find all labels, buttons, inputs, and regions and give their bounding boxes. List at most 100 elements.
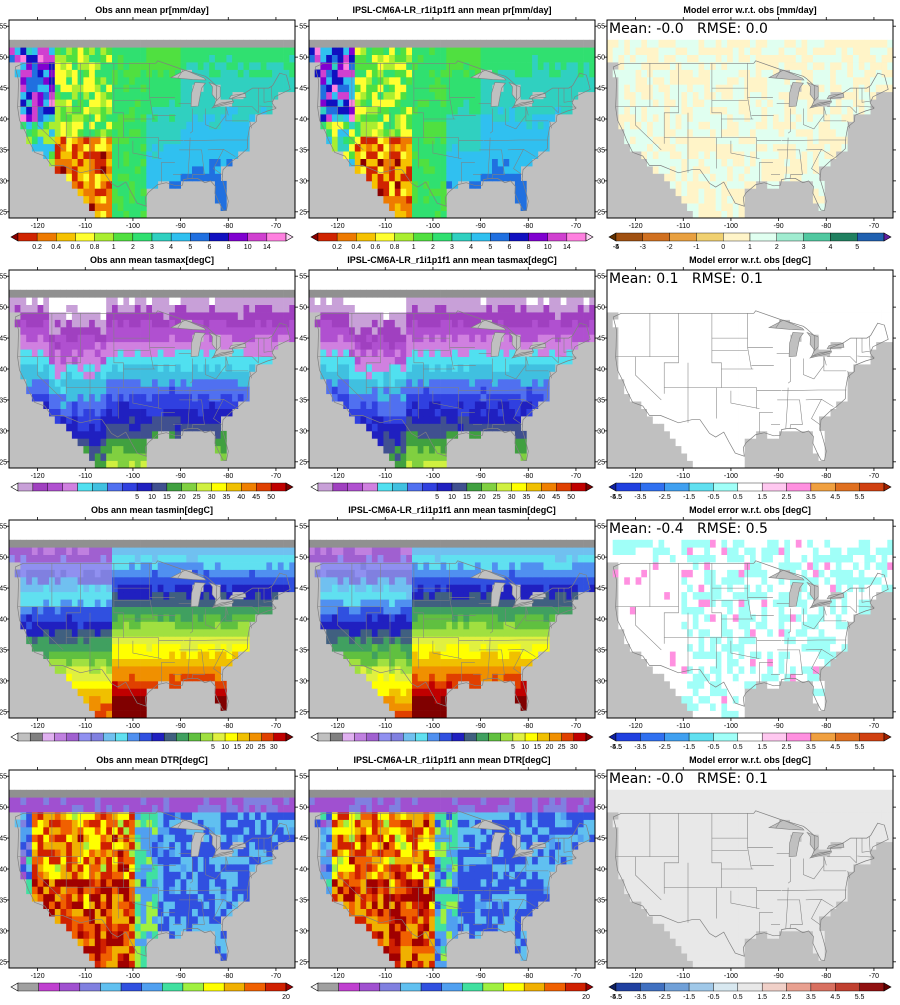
colorbar-label: 2.5	[782, 494, 792, 501]
colorbar-swatch	[407, 483, 422, 491]
panel-title: Obs ann mean pr[mm/day]	[7, 5, 297, 15]
colorbar-max-arrow	[884, 733, 891, 741]
y-tick-label: 40	[299, 367, 307, 374]
x-tick-label: -100	[724, 723, 738, 730]
x-tick-label: -90	[476, 973, 486, 980]
colorbar-label: 30	[270, 744, 278, 751]
colorbar-DTR-1: 20	[11, 983, 293, 1000]
error-stats-label: Mean: -0.0 RMSE: 0.0	[609, 21, 768, 37]
x-tick-label: -80	[223, 223, 233, 230]
x-tick-label: -110	[379, 973, 393, 980]
y-tick-label: 45	[299, 336, 307, 343]
colorbar-swatch	[164, 733, 176, 741]
colorbar-swatch	[665, 733, 689, 741]
panel-title: IPSL-CM6A-LR_r1i1p1f1 ann mean DTR[degC]	[307, 755, 597, 765]
colorbar-label: 30	[508, 494, 516, 501]
colorbar-swatch	[489, 733, 501, 741]
y-tick-label: 50	[299, 55, 307, 62]
colorbar-label: -2.5	[659, 744, 671, 751]
colorbar-swatch	[525, 733, 537, 741]
x-tick-label: -110	[677, 973, 691, 980]
x-tick-label: -110	[677, 473, 691, 480]
colorbar-label: 40	[237, 494, 245, 501]
colorbar-swatch	[616, 233, 643, 241]
y-tick-label: 45	[299, 836, 307, 843]
colorbar-swatch	[48, 483, 63, 491]
colorbar-swatch	[355, 733, 367, 741]
y-tick-label: 50	[299, 805, 307, 812]
y-tick-label: 30	[597, 678, 605, 685]
panel-title: Model error w.r.t. obs [degC]	[605, 505, 895, 515]
colorbar-swatch	[56, 233, 75, 241]
colorbar-swatch	[713, 733, 737, 741]
x-tick-label: -110	[79, 473, 93, 480]
y-tick-label: 50	[0, 55, 7, 62]
colorbar-swatch	[333, 483, 348, 491]
colorbar-label: 4.5	[830, 494, 840, 501]
colorbar-label: 0	[721, 244, 725, 251]
colorbar-swatch	[452, 483, 467, 491]
colorbar-max-arrow	[286, 983, 293, 991]
colorbar-swatch	[137, 483, 152, 491]
colorbar-swatch	[835, 733, 859, 741]
panel-title: Model error w.r.t. obs [degC]	[605, 755, 895, 765]
colorbar-swatch	[359, 983, 380, 991]
colorbar-max-arrow	[884, 983, 891, 991]
x-tick-label: -90	[176, 223, 186, 230]
colorbar-swatch	[640, 983, 664, 991]
x-tick-label: -120	[31, 223, 45, 230]
x-tick-label: -80	[223, 973, 233, 980]
y-tick-label: 55	[299, 274, 307, 281]
colorbar-label: -2.5	[659, 494, 671, 501]
colorbar-label: -3.5	[634, 994, 646, 1000]
colorbar-min-arrow	[11, 233, 18, 241]
x-tick-label: -80	[821, 223, 831, 230]
x-tick-label: -70	[869, 473, 879, 480]
colorbar-swatch	[391, 733, 403, 741]
colorbar-label: 10	[221, 744, 229, 751]
colorbar-swatch	[95, 233, 114, 241]
colorbar-swatch	[78, 483, 93, 491]
colorbar-label: 35	[223, 494, 231, 501]
colorbar-label: 1	[112, 244, 116, 251]
colorbar-min-arrow	[609, 483, 616, 491]
y-tick-label: 55	[299, 524, 307, 531]
y-tick-label: 25	[597, 459, 605, 466]
y-tick-label: 45	[0, 836, 7, 843]
y-tick-label: 40	[0, 367, 7, 374]
y-tick-label: 45	[597, 86, 605, 93]
colorbar-label: 5	[435, 494, 439, 501]
y-tick-label: 45	[597, 336, 605, 343]
colorbar-label: 50	[267, 494, 275, 501]
y-tick-label: 45	[0, 586, 7, 593]
x-tick-label: -70	[869, 723, 879, 730]
colorbar-swatch	[490, 233, 509, 241]
colorbar-swatch	[811, 483, 835, 491]
y-tick-label: 30	[299, 678, 307, 685]
x-tick-label: -90	[774, 473, 784, 480]
colorbar-min-arrow	[311, 483, 318, 491]
colorbar-label: 20	[246, 744, 254, 751]
x-tick-label: -110	[677, 223, 691, 230]
colorbar-min-arrow	[11, 733, 18, 741]
colorbar-swatch	[762, 983, 786, 991]
colorbar-swatch	[713, 983, 737, 991]
colorbar-swatch	[643, 233, 670, 241]
colorbar-swatch	[462, 983, 483, 991]
y-tick-label: 50	[597, 305, 605, 312]
colorbar-label: 6	[207, 244, 211, 251]
panel-title: IPSL-CM6A-LR_r1i1p1f1 ann mean tasmax[de…	[307, 255, 597, 265]
colorbar-swatch	[67, 733, 79, 741]
colorbar-swatch	[471, 233, 490, 241]
colorbar-swatch	[437, 483, 452, 491]
colorbar-label: 25	[258, 744, 266, 751]
colorbar-label: 2	[131, 244, 135, 251]
colorbar-swatch	[241, 483, 256, 491]
colorbar-min-arrow	[311, 233, 318, 241]
